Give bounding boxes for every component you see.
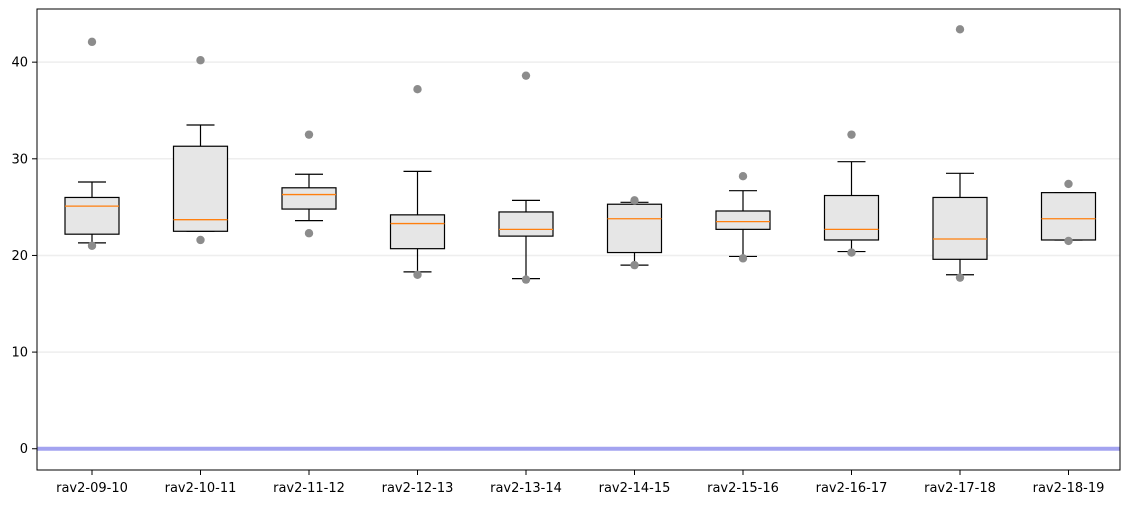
x-tick-label: rav2-14-15 (599, 481, 671, 496)
y-tick-label: 10 (11, 346, 28, 361)
y-tick-label: 40 (11, 56, 28, 71)
data-point (304, 130, 314, 139)
data-point (1064, 179, 1073, 189)
box (172, 145, 229, 232)
data-point (847, 248, 856, 257)
data-point (196, 56, 205, 65)
box (281, 187, 337, 210)
data-point (738, 171, 748, 181)
data-point (955, 273, 965, 282)
box (1040, 192, 1097, 241)
x-tick-label: rav2-15-16 (707, 481, 779, 496)
data-point (413, 85, 422, 94)
x-tick-label: rav2-16-17 (816, 481, 888, 496)
data-point (630, 260, 639, 270)
x-tick-label: rav2-09-10 (56, 481, 128, 496)
data-point (630, 196, 639, 205)
data-point (738, 254, 748, 263)
box (823, 194, 880, 241)
box (498, 211, 554, 237)
box (606, 203, 663, 254)
data-point (847, 130, 856, 139)
data-point (521, 71, 531, 80)
y-tick-label: 20 (11, 249, 28, 264)
box (389, 214, 446, 250)
data-point (304, 229, 314, 238)
x-tick-label: rav2-13-14 (490, 481, 562, 496)
y-tick-label: 30 (11, 152, 28, 167)
data-point (1064, 236, 1073, 246)
y-tick-label: 0 (20, 442, 28, 457)
box (932, 196, 988, 260)
data-point (413, 270, 422, 279)
data-point (87, 241, 97, 250)
data-point (521, 275, 531, 284)
x-tick-label: rav2-18-19 (1033, 481, 1105, 496)
plot-frame (36, 8, 1121, 471)
data-point (87, 37, 97, 47)
x-tick-label: rav2-11-12 (273, 481, 345, 496)
data-point (955, 25, 965, 34)
x-tick-label: rav2-17-18 (924, 481, 996, 496)
box (64, 196, 120, 235)
x-tick-label: rav2-12-13 (382, 481, 454, 496)
x-tick-label: rav2-10-11 (165, 481, 237, 496)
box (715, 210, 771, 230)
data-point (196, 235, 205, 245)
